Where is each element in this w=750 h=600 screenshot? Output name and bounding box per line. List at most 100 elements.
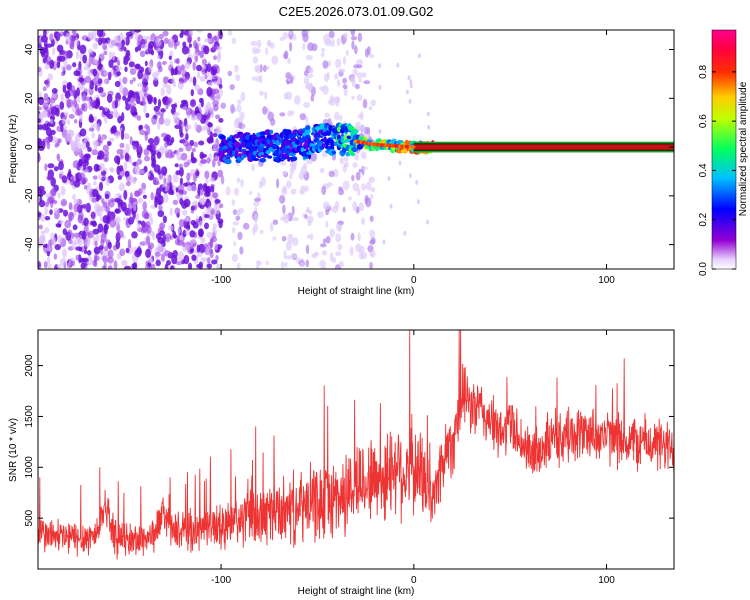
spectrogram-noise-mark	[38, 139, 43, 149]
spectrogram-noise-mark	[145, 248, 151, 258]
spectrogram-noise-mark	[95, 234, 100, 242]
spectrogram-noise-mark	[134, 30, 142, 33]
spectrogram-noise-mark	[179, 167, 184, 177]
spectrogram-noise-mark	[48, 195, 55, 204]
spectrogram-y-tick-label: -20	[24, 188, 35, 203]
spectrogram-noise-mark	[38, 43, 42, 49]
spectrogram-noise-mark	[215, 114, 221, 120]
spectrogram-noise-mark	[124, 134, 130, 140]
spectrogram-noise-mark	[47, 163, 55, 169]
spectrogram-signal-mark	[264, 129, 272, 136]
spectrogram-noise-mark	[76, 87, 80, 97]
spectrogram-noise-mark	[78, 113, 83, 123]
spectrogram-noise-mark	[211, 259, 218, 265]
spectrogram-noise-mark	[139, 50, 146, 58]
spectrogram-noise-mark	[338, 261, 345, 268]
spectrogram-noise-mark	[94, 84, 98, 92]
spectrogram-noise-mark	[187, 185, 192, 191]
spectrogram-noise-mark	[125, 97, 129, 106]
spectrogram-noise-mark	[282, 204, 286, 215]
spectrogram-noise-mark	[115, 239, 121, 250]
spectrogram-noise-mark	[172, 199, 179, 205]
spectrogram-noise-mark	[129, 68, 137, 75]
spectrogram-noise-mark	[191, 116, 197, 121]
spectrogram-noise-mark	[57, 138, 62, 144]
snr-y-tick-label: 2000	[24, 354, 35, 377]
spectrogram-noise-mark	[104, 115, 108, 124]
spectrogram-noise-mark	[114, 80, 121, 88]
spectrogram-noise-mark	[293, 95, 301, 105]
spectrogram-noise-mark	[356, 59, 364, 66]
spectrogram-noise-mark	[119, 32, 124, 39]
spectrogram-noise-mark	[116, 60, 121, 67]
spectrogram-noise-mark	[132, 111, 138, 116]
spectrogram-noise-mark	[305, 259, 309, 268]
spectrogram-noise-mark	[156, 55, 161, 60]
spectrogram-noise-mark	[136, 115, 142, 121]
spectrogram-noise-mark	[107, 241, 112, 250]
spectrogram-signal-mark	[260, 135, 266, 139]
spectrogram-noise-mark	[89, 80, 94, 90]
spectrogram-noise-mark	[43, 261, 48, 269]
spectrogram-noise-mark	[189, 239, 197, 245]
spectrogram-noise-mark	[150, 192, 154, 201]
colorbar-tick-label: 0.6	[698, 114, 709, 128]
spectrogram-noise-mark	[141, 96, 145, 105]
spectrogram-noise-mark	[202, 64, 207, 70]
spectrogram-noise-mark	[107, 113, 114, 120]
spectrogram-noise-mark	[73, 180, 81, 188]
spectrogram-noise-mark	[124, 66, 128, 73]
spectrogram-noise-mark	[110, 167, 115, 173]
spectrogram-noise-mark	[97, 64, 102, 71]
spectrogram-noise-mark	[361, 72, 367, 78]
spectrogram-noise-mark	[207, 81, 213, 87]
spectrogram-noise-mark	[95, 37, 100, 42]
spectrogram-noise-mark	[252, 56, 259, 64]
spectrogram-noise-mark	[185, 142, 192, 152]
spectrogram-noise-mark	[147, 258, 154, 264]
spectrogram-noise-mark	[180, 99, 188, 105]
spectrogram-noise-mark	[168, 38, 175, 48]
spectrogram-noise-mark	[357, 187, 361, 196]
spectrogram-noise-mark	[165, 237, 170, 243]
spectrogram-noise-mark	[289, 42, 293, 52]
spectrogram-noise-mark	[116, 230, 124, 238]
spectrogram-noise-mark	[323, 33, 330, 44]
spectrogram-noise-mark	[70, 260, 75, 267]
spectrogram-noise-mark	[166, 98, 171, 107]
spectrogram-noise-mark	[53, 253, 58, 260]
spectrogram-noise-mark	[38, 112, 46, 118]
spectrogram-noise-mark	[124, 170, 130, 177]
spectrogram-noise-mark	[169, 235, 173, 241]
spectrogram-noise-mark	[59, 31, 64, 37]
spectrogram-noise-mark	[361, 183, 367, 191]
spectrogram-noise-mark	[141, 182, 147, 191]
spectrogram-noise-mark	[84, 136, 90, 143]
spectrogram-noise-mark	[56, 61, 61, 69]
spectrogram-noise-mark	[44, 201, 50, 208]
spectrogram-noise-mark	[218, 203, 224, 209]
spectrogram-noise-mark	[84, 177, 88, 183]
spectrogram-noise-mark	[38, 96, 45, 106]
snr-x-tick-label: 0	[411, 575, 417, 586]
spectrogram-noise-mark	[269, 42, 275, 49]
spectrogram-noise-mark	[61, 65, 66, 72]
colorbar-tick-label: 0.4	[698, 163, 709, 177]
spectrogram-noise-mark	[180, 120, 184, 129]
spectrogram-noise-mark	[73, 198, 79, 204]
spectrogram-noise-mark	[217, 30, 221, 38]
spectrogram-noise-mark	[138, 188, 143, 196]
spectrogram-noise-mark	[291, 237, 299, 247]
spectrogram-noise-mark	[142, 194, 147, 199]
spectrogram-noise-mark	[110, 126, 117, 134]
spectrogram-noise-mark	[342, 77, 347, 84]
spectrogram-noise-mark	[207, 122, 213, 128]
spectrogram-noise-mark	[103, 249, 110, 257]
spectrogram-noise-mark	[335, 251, 342, 257]
spectrogram-signal-mark	[288, 152, 297, 157]
spectrogram-noise-mark	[239, 111, 245, 120]
spectrogram-noise-mark	[128, 208, 132, 217]
spectrogram-noise-mark	[292, 34, 297, 41]
spectrogram-noise-mark	[255, 76, 262, 83]
spectrogram-noise-mark	[198, 140, 205, 146]
